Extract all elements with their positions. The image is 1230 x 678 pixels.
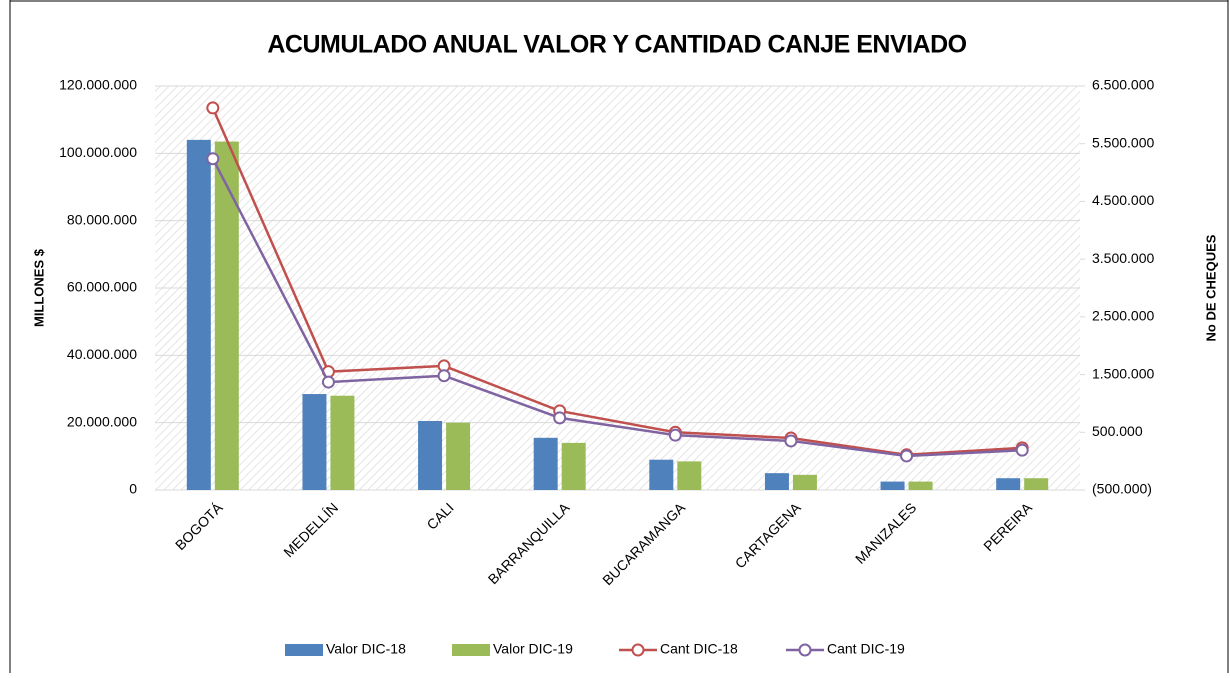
legend-label: Cant DIC-19	[827, 641, 905, 657]
legend-label: Cant DIC-18	[660, 641, 738, 657]
legend-label: Valor DIC-18	[326, 641, 406, 657]
x-tick-label: CALI	[423, 499, 456, 532]
bar	[186, 139, 211, 490]
legend-label: Valor DIC-19	[493, 641, 573, 657]
y2-axis-title: No DE CHEQUES	[1203, 234, 1218, 341]
y-tick-label: 80.000.000	[67, 211, 137, 227]
bar	[533, 437, 558, 490]
y2-tick-label: (500.000)	[1092, 481, 1152, 497]
bar	[1024, 478, 1049, 490]
bar	[880, 481, 905, 490]
bar	[764, 473, 789, 490]
chart-title: ACUMULADO ANUAL VALOR Y CANTIDAD CANJE E…	[267, 31, 966, 59]
bar	[677, 461, 702, 490]
marker	[321, 375, 335, 389]
y-tick-label: 40.000.000	[67, 346, 137, 362]
bar	[792, 474, 817, 490]
y2-tick-label: 2.500.000	[1092, 308, 1154, 324]
y-tick-label: 120.000.000	[59, 77, 137, 93]
x-tick-label: MANIZALES	[852, 499, 919, 566]
bar	[649, 459, 674, 490]
line	[211, 107, 1023, 457]
x-tick-label: CARTAGENA	[732, 499, 804, 571]
y2-tick-label: 4.500.000	[1092, 192, 1154, 208]
x-tick-label: MEDELLÍN	[280, 499, 341, 560]
y-axis-title: MILLONES $	[31, 248, 46, 327]
line	[211, 158, 1023, 458]
marker	[206, 101, 220, 115]
legend-swatch	[631, 643, 645, 657]
y2-tick-label: 500.000	[1092, 423, 1143, 439]
y2-tick-label: 3.500.000	[1092, 250, 1154, 266]
y-tick-label: 60.000.000	[67, 279, 137, 295]
y-tick-label: 0	[129, 481, 137, 497]
marker	[437, 369, 451, 383]
y2-tick-label: 6.500.000	[1092, 77, 1154, 93]
bar	[302, 394, 327, 490]
bar	[214, 141, 239, 491]
bar	[418, 420, 443, 490]
legend-swatch	[285, 644, 323, 656]
marker	[668, 428, 682, 442]
legend-swatch	[452, 644, 490, 656]
bar	[908, 481, 933, 490]
marker	[553, 411, 567, 425]
marker	[206, 152, 220, 166]
legend-swatch	[798, 643, 812, 657]
y2-tick-label: 5.500.000	[1092, 134, 1154, 150]
bar	[996, 478, 1021, 490]
bar	[446, 422, 471, 490]
marker	[784, 434, 798, 448]
bar	[330, 395, 355, 490]
bar	[561, 442, 586, 490]
marker	[900, 449, 914, 463]
y-tick-label: 100.000.000	[59, 144, 137, 160]
x-tick-label: BUCARAMANGA	[599, 499, 688, 588]
y2-tick-label: 1.500.000	[1092, 365, 1154, 381]
x-tick-label: BOGOTÁ	[172, 499, 226, 553]
y-tick-label: 20.000.000	[67, 413, 137, 429]
marker	[1015, 443, 1029, 457]
x-tick-label: PEREIRA	[980, 499, 1035, 554]
x-tick-label: BARRANQUILLA	[485, 499, 573, 587]
